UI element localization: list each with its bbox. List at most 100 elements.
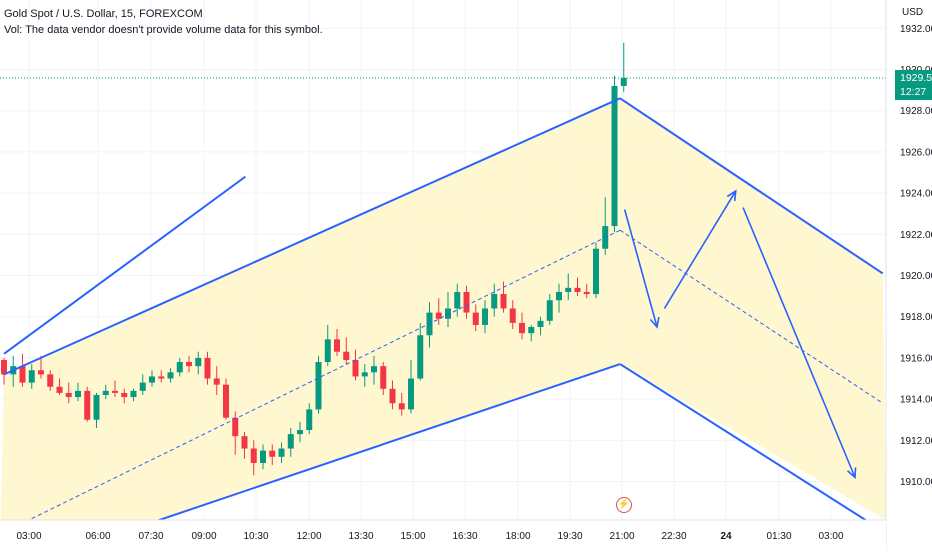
time-tick-label: 21:00 bbox=[609, 531, 634, 542]
candle-body bbox=[269, 450, 276, 457]
candle bbox=[380, 362, 387, 395]
candle-body bbox=[454, 291, 461, 309]
price-tick-label: 1932.00 bbox=[900, 24, 932, 35]
candle-body bbox=[158, 376, 165, 379]
candle bbox=[463, 285, 470, 319]
projection-arrow-line bbox=[663, 190, 737, 309]
candle-body bbox=[213, 378, 220, 385]
candle-body bbox=[482, 308, 488, 325]
candle bbox=[454, 283, 461, 317]
candle bbox=[546, 294, 553, 325]
candle bbox=[593, 242, 599, 299]
candle bbox=[491, 283, 498, 317]
candle-body bbox=[583, 291, 590, 295]
candle-body bbox=[445, 308, 451, 319]
chart-legend: Gold Spot / U.S. Dollar, 15, FOREXCOM Vo… bbox=[4, 6, 323, 38]
candle bbox=[408, 359, 414, 414]
candle bbox=[195, 351, 202, 375]
falling-channel-fill bbox=[620, 98, 886, 520]
candle-body bbox=[343, 351, 350, 360]
candle-body bbox=[361, 372, 368, 377]
candle bbox=[112, 380, 118, 398]
candle-body bbox=[1, 359, 7, 375]
candle bbox=[435, 298, 442, 325]
price-tick-label: 1910.00 bbox=[900, 477, 932, 488]
time-tick-label: 03:00 bbox=[818, 531, 843, 542]
lightning-icon[interactable]: ⚡ bbox=[615, 497, 632, 513]
candle-body bbox=[306, 409, 313, 430]
falling-channel-lower-line bbox=[619, 363, 871, 524]
time-tick-label: 22:30 bbox=[661, 531, 686, 542]
candle-body bbox=[491, 294, 498, 309]
time-tick-label: 12:00 bbox=[296, 531, 321, 542]
candle-body bbox=[56, 386, 63, 393]
price-tick-label: 1916.00 bbox=[900, 353, 932, 364]
candle bbox=[204, 351, 211, 385]
price-tick-label: 1928.00 bbox=[900, 106, 932, 117]
time-axis-background bbox=[0, 520, 886, 550]
candle-body bbox=[389, 388, 396, 404]
time-tick-label: 10:30 bbox=[243, 531, 268, 542]
last-price-value: 1929.59 bbox=[900, 71, 932, 84]
candle bbox=[556, 283, 562, 313]
candle bbox=[139, 374, 146, 395]
time-tick-label: 18:00 bbox=[505, 531, 530, 542]
candle-body bbox=[167, 372, 174, 379]
candle bbox=[528, 324, 535, 342]
candle-body bbox=[250, 448, 257, 463]
candle bbox=[297, 421, 303, 443]
candle-body bbox=[278, 448, 285, 457]
projection-arrow-line bbox=[623, 209, 658, 328]
candle bbox=[352, 349, 359, 381]
candle-body bbox=[611, 85, 618, 227]
candle bbox=[519, 312, 525, 340]
candle bbox=[361, 364, 368, 387]
price-tick-label: 1922.00 bbox=[900, 230, 932, 241]
candle bbox=[315, 355, 322, 414]
time-tick-label: 24 bbox=[720, 531, 732, 542]
price-tick-label: 1912.00 bbox=[900, 436, 932, 447]
symbol-title[interactable]: Gold Spot / U.S. Dollar, 15, FOREXCOM bbox=[4, 8, 203, 20]
candle bbox=[482, 300, 488, 334]
price-tick-label: 1918.00 bbox=[900, 312, 932, 323]
candle bbox=[306, 403, 313, 435]
candles-layer[interactable] bbox=[1, 42, 627, 476]
candle bbox=[130, 388, 137, 402]
candle-body bbox=[112, 390, 118, 393]
candle bbox=[213, 366, 220, 395]
candle-body bbox=[65, 392, 72, 398]
time-tick-label: 07:30 bbox=[138, 531, 163, 542]
candle-body bbox=[398, 403, 405, 410]
volume-note: Vol: The data vendor doesn't provide vol… bbox=[4, 24, 323, 36]
arrow-head bbox=[726, 189, 737, 202]
candle bbox=[371, 355, 377, 385]
candle-body bbox=[574, 287, 581, 292]
candle-body bbox=[371, 366, 377, 373]
rising-channel-fill bbox=[0, 98, 621, 555]
bar-countdown: 12:27 bbox=[900, 85, 927, 98]
candle-body bbox=[593, 248, 599, 295]
candle bbox=[102, 384, 109, 400]
candle bbox=[167, 368, 174, 383]
candle-body bbox=[417, 335, 424, 379]
projection-arrow-line bbox=[742, 207, 856, 478]
candle bbox=[278, 442, 285, 463]
candle-body bbox=[509, 308, 516, 323]
candle-body bbox=[528, 327, 535, 334]
candle-body bbox=[565, 287, 572, 292]
candle-body bbox=[519, 322, 525, 334]
candle bbox=[334, 329, 340, 356]
price-tick-label: 1924.00 bbox=[900, 189, 932, 200]
candle-body bbox=[556, 291, 562, 301]
candle bbox=[324, 324, 331, 367]
candle-body bbox=[334, 339, 340, 352]
candle-body bbox=[75, 390, 81, 398]
candle-body bbox=[324, 339, 331, 363]
candle bbox=[176, 357, 183, 377]
candle bbox=[1, 357, 7, 385]
currency-label[interactable]: USD bbox=[902, 7, 924, 18]
candle bbox=[121, 388, 128, 404]
